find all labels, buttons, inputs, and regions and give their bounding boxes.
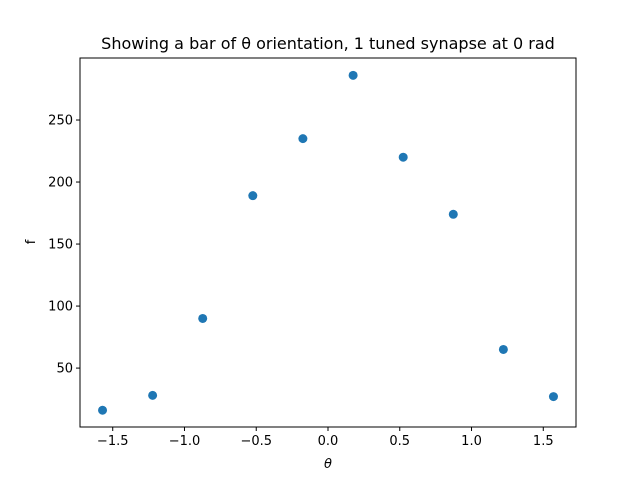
x-tick-label: 0.5 xyxy=(389,434,410,449)
y-tick-label: 50 xyxy=(56,362,73,377)
x-tick-label: 0.0 xyxy=(318,434,339,449)
x-axis-label: θ xyxy=(324,457,332,472)
data-point xyxy=(348,70,358,80)
data-point xyxy=(298,134,308,144)
data-point xyxy=(498,344,508,354)
y-axis: 50 100 150 200 250 xyxy=(48,114,80,377)
x-axis: −1.5 −1.0 −0.5 0.0 0.5 1.0 1.5 xyxy=(97,427,554,449)
y-tick-label: 250 xyxy=(48,114,73,129)
y-tick-label: 100 xyxy=(48,300,73,315)
data-point xyxy=(198,313,208,323)
y-tick-label: 200 xyxy=(48,176,73,191)
data-point xyxy=(248,191,258,201)
x-tick-label: −1.5 xyxy=(97,434,129,449)
data-point xyxy=(448,209,458,219)
x-tick-label: 1.5 xyxy=(533,434,554,449)
data-point xyxy=(548,392,558,402)
y-tick-label: 150 xyxy=(48,238,73,253)
x-tick-label: −1.0 xyxy=(169,434,201,449)
plot-area: −1.5 −1.0 −0.5 0.0 0.5 1.0 1.5 50 100 150 200 250 xyxy=(48,57,577,449)
x-tick-label: −0.5 xyxy=(240,434,272,449)
x-tick-label: 1.0 xyxy=(461,434,482,449)
chart-title: Showing a bar of θ orientation, 1 tuned … xyxy=(101,34,555,53)
y-axis-label: f xyxy=(24,239,39,244)
data-points xyxy=(98,70,558,415)
data-point xyxy=(98,405,108,415)
data-point xyxy=(148,390,158,400)
data-point xyxy=(398,152,408,162)
